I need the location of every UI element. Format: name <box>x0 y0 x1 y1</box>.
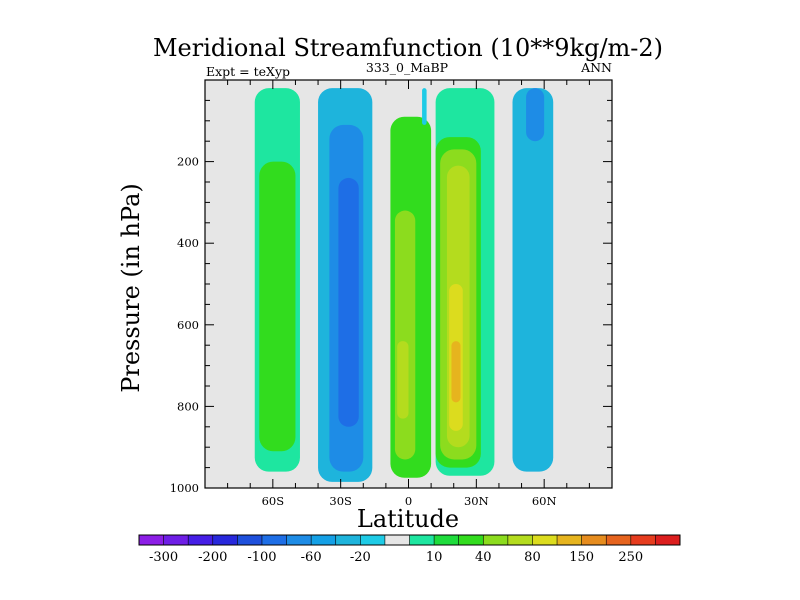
x-axis-title: Latitude <box>357 505 459 533</box>
colorbar-swatch <box>139 535 164 545</box>
colorbar-label: 80 <box>524 550 541 565</box>
colorbar-swatch <box>212 535 238 545</box>
x-tick-label: 30S <box>329 494 352 508</box>
colorbar-label: -300 <box>149 550 178 565</box>
x-tick-label: 60S <box>262 494 285 508</box>
colorbar-swatch <box>532 535 558 545</box>
colorbar-swatch <box>261 535 287 545</box>
contour-region-6 <box>394 210 416 460</box>
colorbar-swatch <box>655 535 681 545</box>
colorbar-frame <box>138 534 681 546</box>
contour-fills <box>254 88 554 482</box>
season-label: ANN <box>580 60 612 75</box>
colorbar-label: 250 <box>618 550 643 565</box>
y-tick-label: 400 <box>177 236 199 250</box>
colorbar-label: 40 <box>475 550 492 565</box>
contour-region-7 <box>397 341 409 419</box>
colorbar-label: -100 <box>247 550 276 565</box>
contour-region-14 <box>422 88 427 125</box>
colorbar-swatch <box>163 535 189 545</box>
time-label: 333_0_MaBP <box>366 60 448 75</box>
colorbar-swatch <box>384 535 410 545</box>
colorbar-swatch <box>335 535 361 545</box>
colorbar-label: 10 <box>426 550 443 565</box>
y-tick-label: 600 <box>177 318 199 332</box>
colorbar: -300 -200 -100 -60 -20 10 40 80 150 250 <box>138 534 681 565</box>
colorbar-swatch <box>606 535 632 545</box>
colorbar-swatch <box>188 535 214 545</box>
y-tick-label: 200 <box>177 155 199 169</box>
y-tick-label: 800 <box>177 399 199 413</box>
experiment-label: Expt = teXyp <box>206 64 290 79</box>
contour-region-16 <box>526 88 545 142</box>
x-tick-label: 30N <box>464 494 489 508</box>
colorbar-label: -20 <box>350 550 371 565</box>
colorbar-swatch <box>630 535 656 545</box>
y-axis: 200 400 600 800 1000 <box>170 99 612 495</box>
colorbar-swatch <box>458 535 484 545</box>
colorbar-swatch <box>311 535 337 545</box>
colorbar-swatch <box>483 535 509 545</box>
contour-region-13 <box>451 341 461 403</box>
colorbar-label: 150 <box>569 550 594 565</box>
chart-title: Meridional Streamfunction (10**9kg/m-2) <box>153 34 663 62</box>
y-tick-label: 1000 <box>170 481 199 495</box>
colorbar-swatch <box>360 535 386 545</box>
contour-region-4 <box>338 177 359 427</box>
colorbar-swatch <box>557 535 582 545</box>
colorbar-label: -60 <box>301 550 322 565</box>
colorbar-swatch <box>434 535 459 545</box>
x-tick-label: 0 <box>405 494 412 508</box>
colorbar-swatch <box>237 535 263 545</box>
colorbar-swatch <box>507 535 533 545</box>
x-tick-label: 60N <box>532 494 557 508</box>
contour-region-15 <box>512 88 554 472</box>
colorbar-label: -200 <box>198 550 227 565</box>
colorbar-swatch <box>581 535 607 545</box>
x-axis: 60S 30S 0 30N 60N <box>204 80 613 508</box>
contour-region-1 <box>259 161 296 452</box>
colorbar-swatch <box>409 535 435 545</box>
y-axis-title: Pressure (in hPa) <box>117 183 145 393</box>
colorbar-swatch <box>286 535 312 545</box>
